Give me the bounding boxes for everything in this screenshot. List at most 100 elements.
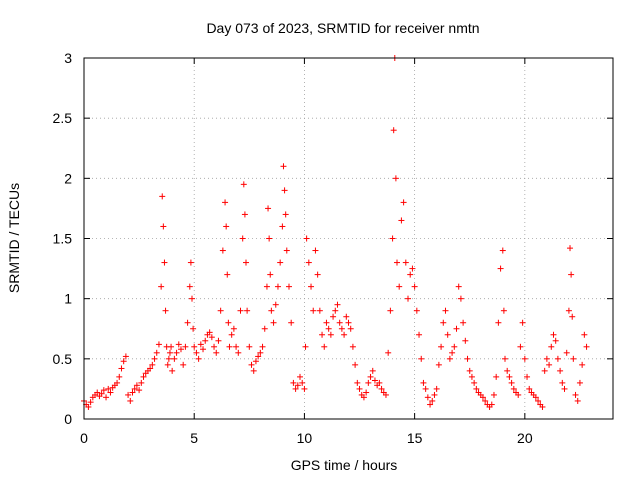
data-point xyxy=(105,385,112,392)
data-point xyxy=(301,385,308,392)
data-point xyxy=(197,341,204,348)
data-point xyxy=(98,390,105,397)
data-point xyxy=(250,367,257,374)
data-point xyxy=(272,301,279,308)
data-point xyxy=(336,319,343,326)
data-point xyxy=(127,397,134,404)
data-point xyxy=(319,331,326,338)
data-point xyxy=(125,391,132,398)
data-point xyxy=(168,343,175,350)
data-point xyxy=(299,379,306,386)
data-point xyxy=(422,385,429,392)
data-point xyxy=(457,295,464,302)
data-point xyxy=(129,389,136,396)
data-point xyxy=(280,163,287,170)
data-point xyxy=(215,337,222,344)
axis-ticks xyxy=(83,57,613,420)
data-point xyxy=(267,271,274,278)
data-point xyxy=(208,334,215,341)
data-point xyxy=(314,271,321,278)
data-point xyxy=(444,331,451,338)
data-point xyxy=(159,193,166,200)
data-point xyxy=(453,325,460,332)
x-tick-labels: 0 5 10 15 20 xyxy=(80,430,533,446)
data-point xyxy=(347,325,354,332)
data-point xyxy=(288,319,295,326)
y-axis-label: SRMTID / TECUs xyxy=(6,183,22,293)
data-point xyxy=(180,361,187,368)
data-point xyxy=(521,355,528,362)
data-point xyxy=(460,319,467,326)
data-point xyxy=(332,307,339,314)
data-point xyxy=(510,385,517,392)
data-point xyxy=(568,271,575,278)
data-point xyxy=(543,355,550,362)
data-point xyxy=(240,181,247,188)
data-point xyxy=(338,325,345,332)
data-point xyxy=(526,385,533,392)
data-point xyxy=(479,394,486,401)
data-point xyxy=(164,361,171,368)
data-point xyxy=(365,379,372,386)
data-point xyxy=(187,259,194,266)
data-point xyxy=(570,355,577,362)
data-point xyxy=(190,325,197,332)
data-point xyxy=(557,367,564,374)
data-point xyxy=(136,387,143,394)
data-point xyxy=(504,367,511,374)
data-point xyxy=(343,313,350,320)
data-point xyxy=(462,337,469,344)
data-point xyxy=(305,259,312,266)
data-point xyxy=(294,382,301,389)
data-point xyxy=(239,235,246,242)
data-point xyxy=(482,397,489,404)
data-point xyxy=(241,211,248,218)
data-point xyxy=(235,349,242,356)
y-tick-label: 3 xyxy=(64,50,72,66)
data-point xyxy=(103,394,110,401)
data-point xyxy=(85,403,92,410)
x-tick-label: 20 xyxy=(517,430,533,446)
data-point xyxy=(312,247,319,254)
data-point xyxy=(114,379,121,386)
data-point xyxy=(263,283,270,290)
data-point xyxy=(490,391,497,398)
data-point xyxy=(429,397,436,404)
data-point xyxy=(285,283,292,290)
data-point xyxy=(451,343,458,350)
data-point xyxy=(94,389,101,396)
data-point xyxy=(400,199,407,206)
data-point xyxy=(171,355,178,362)
data-point xyxy=(323,319,330,326)
data-point xyxy=(184,319,191,326)
data-point xyxy=(532,394,539,401)
data-point xyxy=(107,389,114,396)
data-point xyxy=(169,367,176,374)
data-point xyxy=(310,307,317,314)
data-point xyxy=(376,379,383,386)
data-point xyxy=(385,349,392,356)
data-point xyxy=(131,385,138,392)
data-point xyxy=(279,223,286,230)
data-point xyxy=(87,399,94,406)
data-point xyxy=(290,379,297,386)
data-point xyxy=(427,401,434,408)
data-point xyxy=(569,313,576,320)
data-point xyxy=(382,391,389,398)
data-point xyxy=(244,307,251,314)
data-point xyxy=(334,301,341,308)
data-point xyxy=(567,245,574,252)
data-point xyxy=(440,319,447,326)
data-point xyxy=(274,283,281,290)
y-tick-label: 0.5 xyxy=(53,351,73,367)
data-point xyxy=(548,343,555,350)
x-tick-label: 10 xyxy=(297,430,313,446)
data-point xyxy=(297,373,304,380)
data-point xyxy=(321,343,328,350)
data-point xyxy=(257,349,264,356)
data-point xyxy=(327,331,334,338)
data-point xyxy=(517,343,524,350)
data-point xyxy=(193,349,200,356)
data-point xyxy=(371,377,378,384)
data-point xyxy=(455,283,462,290)
